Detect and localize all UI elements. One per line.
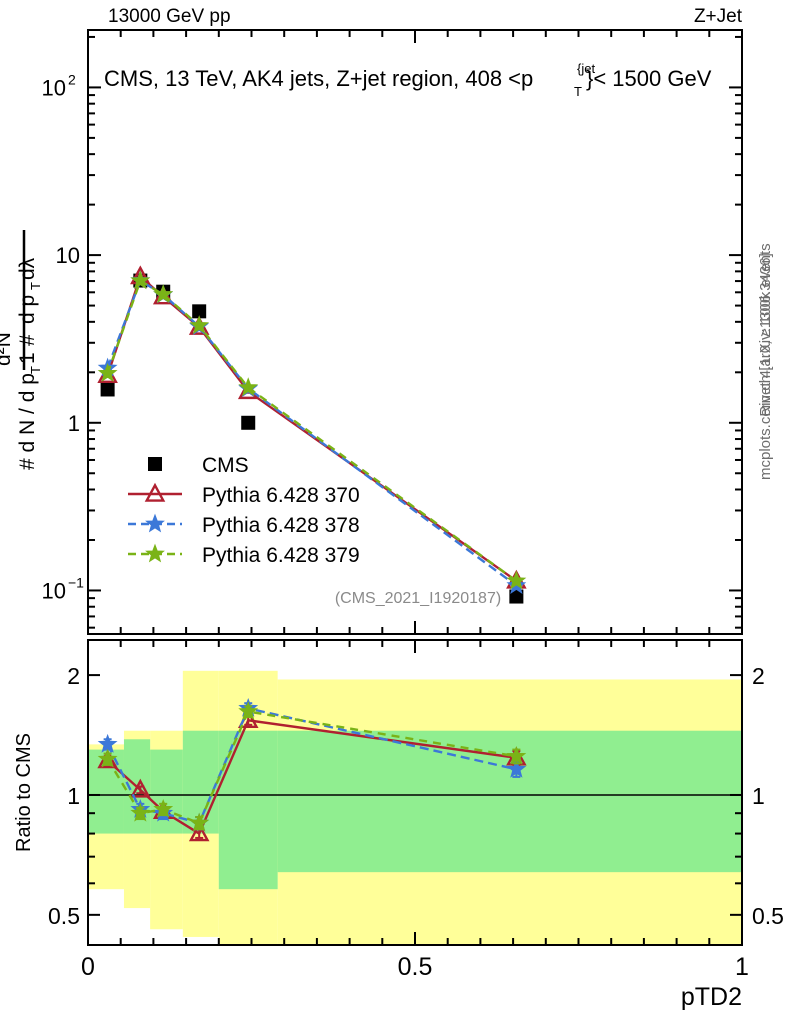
x-tick-label: 0.5 bbox=[398, 953, 433, 981]
x-axis-ticks bbox=[87, 30, 743, 945]
legend-label: CMS bbox=[202, 454, 249, 477]
main-y-axis-ticks bbox=[88, 35, 742, 629]
x-tick-labels: 0 0.5 1 bbox=[81, 953, 749, 981]
y-tick-label: 10 bbox=[56, 243, 80, 268]
ratio-y-tick-label: 2 bbox=[67, 663, 80, 689]
y-tick-label-group: 10 2 bbox=[42, 71, 76, 100]
marker-triangle bbox=[130, 778, 151, 798]
series-pythia-6-428-370 bbox=[97, 265, 527, 589]
marker-star bbox=[506, 570, 527, 590]
marker-star bbox=[189, 812, 210, 832]
mcplots-reference-label: mcplots.cern.ch [arXiv:1306.3436] bbox=[757, 253, 774, 480]
marker-star bbox=[130, 270, 151, 290]
y-label-hash: # bbox=[16, 334, 39, 346]
marker-triangle bbox=[188, 822, 210, 842]
title-subscript: T bbox=[574, 84, 582, 99]
dataset-watermark: (CMS_2021_I1920187) bbox=[335, 590, 501, 607]
header-beam-energy: 13000 GeV pp bbox=[108, 6, 231, 27]
band-inner bbox=[277, 730, 742, 873]
legend-entry[interactable]: CMS bbox=[148, 454, 249, 477]
x-axis-label: pTD2 bbox=[681, 983, 742, 1011]
band-inner bbox=[218, 730, 278, 890]
legend-entry[interactable]: Pythia 6.428 378 bbox=[128, 513, 360, 537]
series-line bbox=[106, 278, 518, 587]
ratio-y-tick-labels: 2 2 1 1 0.5 0.5 bbox=[48, 663, 784, 929]
y-label-d2n: d²N bbox=[0, 332, 15, 366]
main-data-series bbox=[97, 265, 527, 604]
ratio-series-line bbox=[106, 718, 517, 836]
marker-star bbox=[97, 733, 118, 753]
ratio-series-line bbox=[106, 710, 517, 825]
marker-star bbox=[153, 284, 174, 303]
y-tick-label-exponent: −1 bbox=[68, 574, 84, 590]
marker-star bbox=[97, 748, 118, 768]
ratio-y-tick-label-right: 1 bbox=[752, 783, 765, 809]
marker-star bbox=[506, 745, 527, 765]
y-tick-label-exponent: 2 bbox=[68, 71, 76, 87]
marker-square bbox=[509, 589, 524, 604]
marker-square bbox=[100, 382, 115, 397]
x-tick-label: 0 bbox=[81, 953, 95, 981]
y-label-numerator: d p bbox=[16, 295, 39, 324]
y-label-denominator-sub: T bbox=[28, 366, 43, 374]
y-tick-label-group: 10 −1 bbox=[42, 574, 85, 603]
marker-square bbox=[241, 415, 256, 430]
marker-square bbox=[148, 457, 162, 471]
y-label-numerator-sub: T bbox=[28, 282, 43, 290]
legend-entry[interactable]: Pythia 6.428 370 bbox=[128, 482, 360, 507]
y-label-one-over: 1 bbox=[16, 352, 39, 364]
ratio-y-tick-label: 1 bbox=[67, 783, 80, 809]
legend-label: Pythia 6.428 370 bbox=[202, 484, 360, 507]
y-label-denominator: # d N / d p bbox=[16, 373, 39, 470]
marker-star bbox=[145, 513, 165, 533]
ratio-y-tick-label-right: 0.5 bbox=[752, 903, 784, 929]
y-tick-label: 10 bbox=[42, 75, 66, 100]
marker-star bbox=[506, 758, 527, 778]
marker-square bbox=[192, 304, 207, 319]
main-panel-frame bbox=[87, 29, 743, 635]
marker-star bbox=[145, 543, 165, 563]
ratio-series-pythia-6-428-379 bbox=[97, 701, 527, 832]
title-text: CMS, 13 TeV, AK4 jets, Z+jet region, 408… bbox=[104, 66, 533, 91]
y-tick-label-group: 10 bbox=[56, 243, 80, 268]
marker-star bbox=[238, 377, 259, 397]
x-tick-label: 1 bbox=[735, 953, 749, 981]
title-superscript: {jet bbox=[577, 61, 595, 76]
ratio-uncertainty-bands bbox=[88, 670, 742, 945]
legend-label: Pythia 6.428 379 bbox=[202, 544, 360, 567]
marker-star bbox=[130, 802, 151, 822]
rivet-version-label: Rivet 4.1.0, ≥ 100k events bbox=[757, 243, 774, 416]
ratio-data-series bbox=[97, 697, 527, 842]
y-label-dlambda: dλ bbox=[16, 257, 39, 280]
legend-entry[interactable]: Pythia 6.428 379 bbox=[128, 543, 360, 567]
ratio-y-tick-label: 0.5 bbox=[48, 903, 80, 929]
legend-label: Pythia 6.428 378 bbox=[202, 514, 360, 537]
marker-triangle bbox=[144, 482, 166, 502]
marker-star bbox=[97, 362, 118, 382]
main-panel-title: CMS, 13 TeV, AK4 jets, Z+jet region, 408… bbox=[104, 61, 712, 99]
marker-star bbox=[189, 315, 210, 334]
title-tail: }< 1500 GeV bbox=[586, 66, 712, 91]
ratio-y-axis-label: Ratio to CMS bbox=[13, 733, 35, 852]
series-pythia-6-428-379 bbox=[97, 270, 527, 590]
y-tick-label: 1 bbox=[68, 411, 80, 436]
y-tick-label: 10 bbox=[42, 578, 66, 603]
marker-star bbox=[153, 798, 174, 818]
ratio-y-tick-label-right: 2 bbox=[752, 663, 765, 689]
legend: CMS Pythia 6.428 370 Pythia 6.428 378 Pythi… bbox=[128, 454, 360, 567]
marker-star bbox=[238, 701, 259, 720]
ratio-series-line bbox=[106, 706, 517, 825]
y-tick-label-group: 1 bbox=[68, 411, 80, 436]
header-process-label: Z+Jet bbox=[694, 6, 743, 27]
